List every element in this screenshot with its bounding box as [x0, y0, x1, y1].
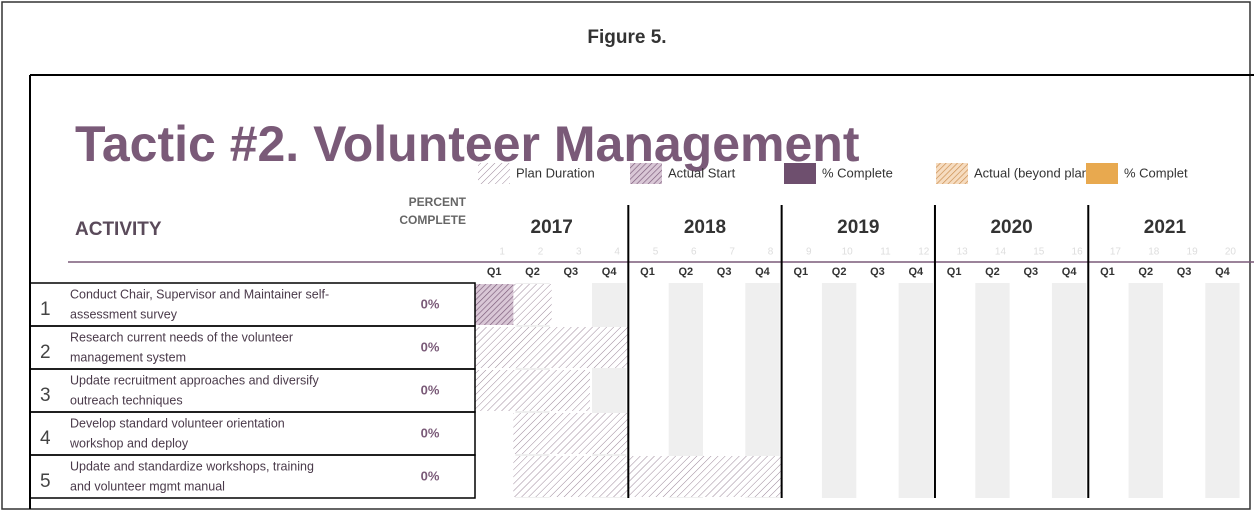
legend-label: % Complete [822, 165, 893, 180]
activity-text: assessment survey [70, 307, 178, 321]
period-number: 10 [842, 247, 854, 258]
row-box [29, 454, 476, 499]
period-number: 2 [538, 247, 544, 258]
quarter-label: Q2 [678, 266, 693, 278]
percent-complete: 0% [421, 382, 440, 397]
quarter-label: Q4 [755, 266, 771, 278]
period-number: 5 [653, 247, 659, 258]
legend-swatch [630, 163, 662, 184]
percent-complete: 0% [421, 468, 440, 483]
column-shade [1051, 283, 1087, 498]
legend-swatch [478, 163, 510, 184]
quarter-label: Q1 [947, 266, 962, 278]
quarter-label: Q2 [985, 266, 1000, 278]
activity-text: Update recruitment approaches and divers… [70, 373, 319, 387]
period-number: 13 [957, 247, 969, 258]
title: Tactic #2. Volunteer Management [75, 116, 860, 172]
percent-complete: 0% [421, 339, 440, 354]
percent-header: COMPLETE [399, 213, 466, 227]
period-number: 4 [614, 247, 620, 258]
quarter-label: Q3 [1023, 266, 1038, 278]
quarter-label: Q4 [602, 266, 618, 278]
row-number: 2 [40, 342, 51, 363]
year-label: 2019 [837, 217, 879, 238]
column-shade [898, 283, 933, 498]
legend-label: % Complet [1124, 165, 1188, 180]
plan-bar [513, 413, 629, 454]
period-number: 15 [1033, 247, 1045, 258]
column-shade [975, 283, 1010, 498]
quarter-label: Q3 [717, 266, 732, 278]
percent-header: PERCENT [409, 195, 467, 209]
quarter-label: Q4 [908, 266, 924, 278]
year-label: 2021 [1144, 217, 1187, 238]
quarter-label: Q1 [1100, 266, 1115, 278]
period-number: 16 [1072, 247, 1084, 258]
quarter-label: Q2 [525, 266, 540, 278]
legend-swatch [936, 163, 968, 184]
activity-text: Develop standard volunteer orientation [70, 416, 285, 430]
activity-text: Update and standardize workshops, traini… [70, 459, 314, 473]
period-number: 9 [806, 247, 812, 258]
year-label: 2017 [531, 217, 573, 238]
period-number: 12 [918, 247, 930, 258]
activity-text: workshop and deploy [69, 436, 189, 450]
activity-text: Conduct Chair, Supervisor and Maintainer… [70, 287, 329, 301]
legend-label: Actual (beyond plan) [974, 165, 1093, 180]
legend-label: Plan Duration [516, 165, 595, 180]
year-label: 2020 [990, 217, 1032, 238]
actual-bar [475, 284, 514, 325]
period-number: 11 [880, 247, 891, 258]
quarter-label: Q2 [1138, 266, 1153, 278]
percent-complete: 0% [421, 296, 440, 311]
period-number: 17 [1110, 247, 1122, 258]
quarter-label: Q1 [487, 266, 502, 278]
activity-header: ACTIVITY [75, 219, 162, 240]
period-number: 6 [691, 247, 697, 258]
percent-complete: 0% [421, 425, 440, 440]
period-number: 19 [1187, 247, 1199, 258]
quarter-label: Q3 [1177, 266, 1192, 278]
column-shade [1128, 283, 1163, 498]
plan-bar [475, 370, 590, 411]
period-number: 7 [729, 247, 735, 258]
period-number: 1 [499, 247, 505, 258]
activity-text: Research current needs of the volunteer [70, 330, 293, 344]
figure-label: Figure 5. [587, 27, 666, 48]
legend: Plan Duration Actual Start % Complete Ac… [478, 163, 1188, 184]
column-shade [1205, 283, 1240, 498]
legend-swatch [784, 163, 816, 184]
period-number: 8 [768, 247, 774, 258]
plan-bar [475, 327, 629, 368]
quarter-label: Q2 [832, 266, 847, 278]
activity-text: outreach techniques [70, 393, 183, 407]
activity-text: and volunteer mgmt manual [70, 479, 225, 493]
column-shade [821, 283, 857, 498]
plan-bar [513, 456, 782, 497]
quarter-label: Q4 [1215, 266, 1231, 278]
quarter-label: Q1 [640, 266, 655, 278]
quarter-label: Q3 [870, 266, 885, 278]
quarter-label: Q4 [1062, 266, 1078, 278]
activity-text: management system [70, 350, 186, 364]
legend-label: Actual Start [668, 165, 736, 180]
period-number: 18 [1148, 247, 1160, 258]
period-number: 20 [1225, 247, 1237, 258]
legend-swatch [1086, 163, 1118, 184]
row-number: 5 [40, 471, 51, 492]
period-number: 3 [576, 247, 582, 258]
row-number: 1 [40, 299, 51, 320]
period-number: 14 [995, 247, 1007, 258]
row-number: 3 [40, 385, 51, 406]
quarter-label: Q3 [563, 266, 578, 278]
row-number: 4 [40, 428, 51, 449]
quarter-label: Q1 [793, 266, 808, 278]
year-label: 2018 [684, 217, 726, 238]
